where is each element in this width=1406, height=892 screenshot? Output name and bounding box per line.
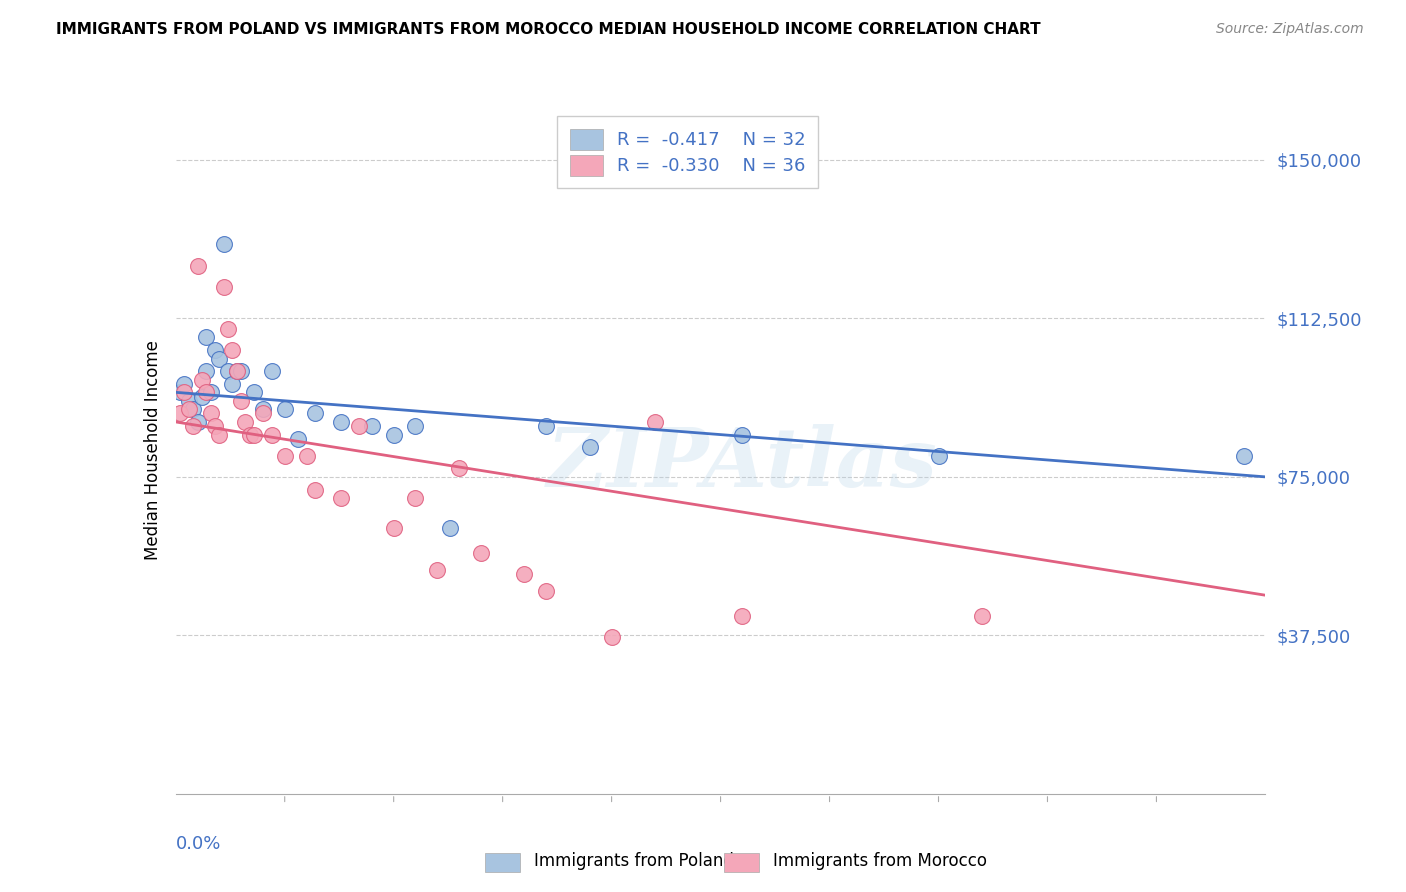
Point (287, 432, 309, 446)
Point (295, 449, 318, 463)
Point (513, 567, 536, 582)
Point (231, 364, 253, 378)
Point (208, 427, 231, 442)
Point (200, 407, 222, 421)
Point (970, 609, 993, 624)
Point (382, 427, 405, 442)
Point (169, 407, 191, 421)
Point (221, 343, 243, 357)
Point (405, 491, 427, 505)
Point (731, 427, 754, 442)
Point (243, 385, 266, 400)
Point (304, 483, 326, 497)
Point (181, 402, 204, 417)
Point (439, 520, 461, 534)
Text: Source: ZipAtlas.com: Source: ZipAtlas.com (1216, 22, 1364, 37)
Point (731, 609, 754, 624)
Point (191, 373, 214, 387)
Point (217, 322, 239, 336)
Point (212, 237, 235, 252)
Point (534, 584, 557, 599)
Point (173, 376, 195, 391)
Text: ZIPAtlas: ZIPAtlas (547, 425, 938, 504)
Point (239, 427, 262, 442)
Point (579, 440, 602, 454)
Point (195, 330, 218, 344)
Point (225, 364, 247, 378)
Point (644, 415, 666, 429)
Point (186, 259, 209, 273)
Point (405, 419, 427, 434)
Point (169, 385, 191, 400)
Point (252, 407, 274, 421)
Point (181, 419, 204, 434)
Point (260, 427, 283, 442)
Point (173, 385, 195, 400)
Point (231, 393, 253, 408)
Text: 0.0%: 0.0% (176, 835, 221, 853)
Point (225, 364, 247, 378)
Point (195, 364, 218, 378)
Point (235, 415, 257, 429)
Point (243, 427, 266, 442)
Point (600, 631, 623, 645)
Point (200, 385, 222, 400)
Point (330, 491, 353, 505)
Point (470, 546, 492, 560)
Text: Immigrants from Morocco: Immigrants from Morocco (773, 852, 987, 870)
Point (447, 461, 470, 475)
Point (360, 419, 382, 434)
Point (217, 364, 239, 378)
Y-axis label: Median Household Income: Median Household Income (143, 341, 162, 560)
Point (304, 407, 326, 421)
Point (186, 415, 209, 429)
Point (347, 419, 370, 434)
Point (426, 563, 449, 577)
Point (1232, 449, 1256, 463)
Point (382, 520, 405, 534)
Point (330, 415, 353, 429)
Point (204, 343, 226, 357)
Point (252, 402, 274, 417)
Point (195, 385, 218, 400)
Point (274, 402, 297, 417)
Point (212, 279, 235, 293)
Point (204, 419, 226, 434)
Text: IMMIGRANTS FROM POLAND VS IMMIGRANTS FROM MOROCCO MEDIAN HOUSEHOLD INCOME CORREL: IMMIGRANTS FROM POLAND VS IMMIGRANTS FRO… (56, 22, 1040, 37)
Point (928, 449, 950, 463)
Point (177, 393, 200, 408)
Point (274, 449, 297, 463)
Point (260, 364, 283, 378)
Point (221, 376, 243, 391)
Legend: R =  -0.417    N = 32, R =  -0.330    N = 36: R = -0.417 N = 32, R = -0.330 N = 36 (557, 116, 818, 188)
Point (191, 390, 214, 404)
Point (534, 419, 557, 434)
Text: Immigrants from Poland: Immigrants from Poland (534, 852, 734, 870)
Point (177, 402, 200, 417)
Point (208, 351, 231, 366)
